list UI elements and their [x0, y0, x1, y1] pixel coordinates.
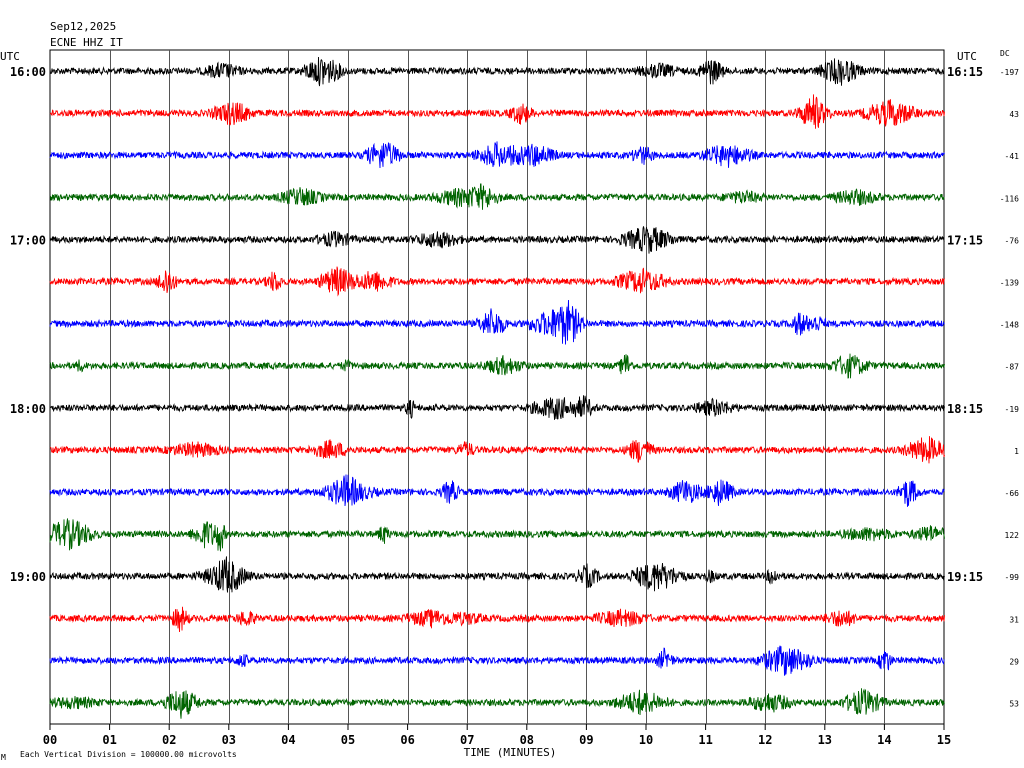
row-dc-value: -197	[1000, 68, 1019, 77]
grid	[49, 49, 945, 725]
x-tick-label: 15	[937, 733, 951, 747]
row-dc-value: 53	[1009, 700, 1019, 709]
x-tick-label: 13	[818, 733, 832, 747]
row-dc-value: -87	[1005, 363, 1020, 372]
trace-row-11	[49, 518, 945, 552]
x-axis: 00 01 02 03 04 05 06 07 08 09 10 11 12 13 14 15	[43, 724, 951, 747]
x-tick-label: 12	[758, 733, 772, 747]
row-dc-value: 29	[1009, 657, 1019, 666]
x-tick-label: 00	[43, 733, 57, 747]
trace-row-5	[49, 266, 945, 297]
x-tick-label: 01	[102, 733, 116, 747]
plot-frame	[49, 49, 945, 725]
row-dc-value: 43	[1009, 110, 1019, 119]
x-tick-label: 14	[877, 733, 891, 747]
trace-row-13	[49, 606, 945, 633]
trace-row-15	[49, 688, 945, 719]
x-tick-label: 07	[460, 733, 474, 747]
row-dc-value: -41	[1005, 152, 1020, 161]
trace-row-4	[49, 226, 945, 254]
dc-header-label: DC	[1000, 49, 1010, 58]
x-tick-label: 05	[341, 733, 355, 747]
trace-row-6	[49, 299, 945, 345]
trace-row-3	[49, 183, 945, 210]
row-time-right: 19:15	[947, 570, 983, 584]
row-dc-value: 122	[1005, 531, 1020, 540]
trace-row-1	[49, 94, 945, 129]
row-time-right: 16:15	[947, 65, 983, 79]
row-time-right: 18:15	[947, 402, 983, 416]
trace-row-2	[49, 141, 945, 169]
row-dc-value: -148	[1000, 321, 1019, 330]
x-tick-label: 03	[222, 733, 236, 747]
x-tick-label: 04	[281, 733, 295, 747]
x-tick-label: 10	[639, 733, 653, 747]
traces	[49, 56, 945, 719]
row-dc-value: 31	[1009, 615, 1019, 624]
trace-row-14	[49, 645, 945, 676]
row-dc-value: -66	[1005, 489, 1020, 498]
date-label: Sep12,2025	[50, 20, 116, 33]
row-dc-value: -99	[1005, 573, 1020, 582]
x-tick-label: 08	[520, 733, 534, 747]
row-dc-value: -76	[1005, 236, 1020, 245]
trace-row-7	[49, 353, 945, 379]
utc-left-label: UTC	[0, 50, 20, 63]
row-time-left: 17:00	[10, 233, 46, 247]
x-axis-title: TIME (MINUTES)	[464, 746, 557, 759]
trace-row-10	[49, 474, 945, 507]
row-time-left: 19:00	[10, 570, 46, 584]
utc-right-label: UTC	[957, 50, 977, 63]
row-time-left: 18:00	[10, 402, 46, 416]
trace-row-8	[49, 395, 945, 420]
x-tick-label: 09	[579, 733, 593, 747]
corner-mark: M	[1, 753, 6, 762]
trace-row-0	[49, 56, 945, 87]
row-time-right: 17:15	[947, 233, 983, 247]
row-dc-value: -139	[1000, 279, 1019, 288]
x-tick-label: 02	[162, 733, 176, 747]
row-dc-value: -116	[1000, 194, 1019, 203]
row-dc-value: -19	[1005, 405, 1020, 414]
x-tick-label: 11	[698, 733, 712, 747]
station-label: ECNE HHZ IT	[50, 36, 123, 49]
row-dc-value: 1	[1014, 447, 1019, 456]
trace-row-9	[49, 436, 945, 464]
x-tick-label: 06	[400, 733, 414, 747]
row-labels: 16:00 16:15 -197 43 -41 -116 17:00 17:15 -76 -139…	[10, 65, 1019, 709]
trace-row-12	[49, 556, 945, 593]
row-time-left: 16:00	[10, 65, 46, 79]
scale-note: Each Vertical Division = 100000.00 micro…	[20, 750, 237, 759]
